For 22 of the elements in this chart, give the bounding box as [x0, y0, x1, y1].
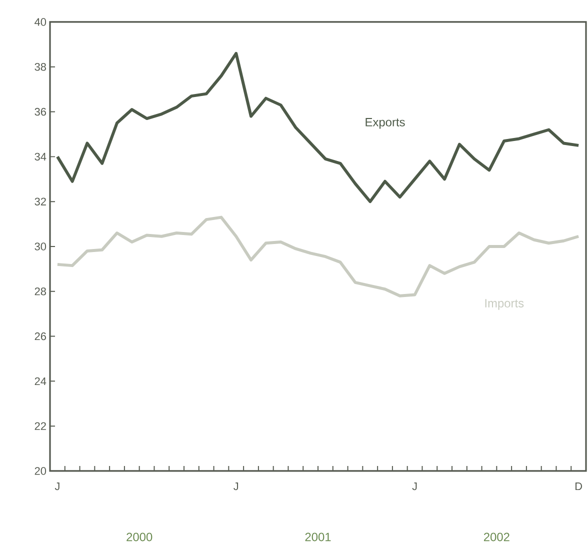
y-tick-label: 20 — [34, 467, 46, 475]
y-tick-label: 36 — [34, 108, 46, 116]
y-tick-label: 26 — [34, 332, 46, 340]
x-tick-label: J — [234, 482, 238, 490]
text: 2001 — [305, 532, 331, 542]
text: Imports — [485, 299, 524, 310]
y-tick-label: 32 — [34, 198, 46, 206]
x-tick-label: J — [412, 482, 417, 490]
y-tick-label: 28 — [34, 288, 46, 296]
x-tick-label: J — [54, 482, 60, 490]
text: 2000 — [126, 532, 152, 542]
y-tick-label: 30 — [34, 242, 46, 250]
text: Exports — [366, 118, 405, 129]
line-series — [56, 52, 580, 204]
y-tick-label: 22 — [34, 422, 46, 430]
y-tick-label: 38 — [34, 63, 46, 71]
y-tick-label: 40 — [34, 18, 46, 26]
x-tick-label: D — [576, 482, 582, 490]
y-tick-label: 34 — [34, 152, 46, 161]
text: 2002 — [484, 532, 510, 542]
line-series — [56, 216, 580, 298]
y-tick-label: 24 — [34, 377, 46, 386]
